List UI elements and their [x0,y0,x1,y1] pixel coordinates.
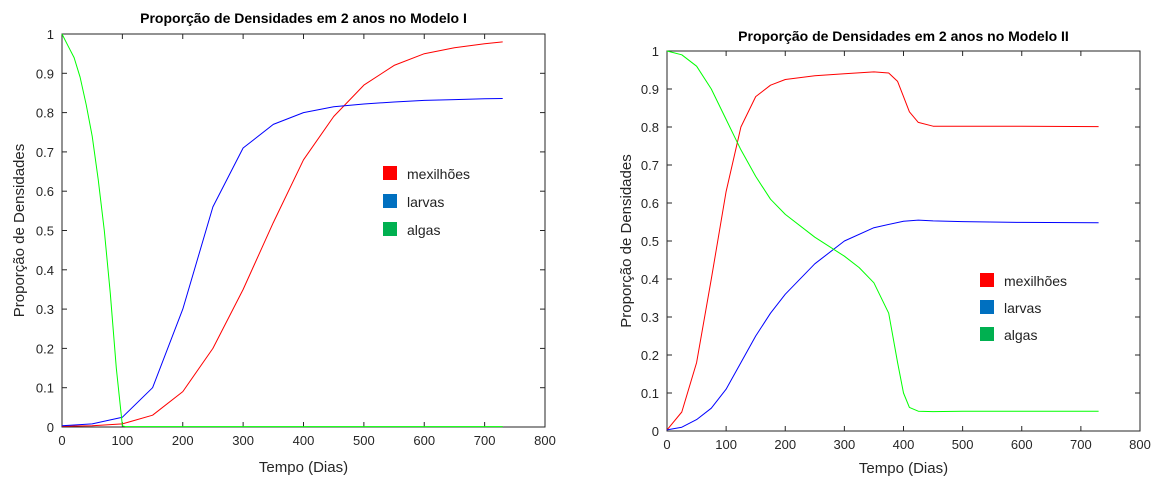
y-tick-label: 0.4 [36,263,54,278]
plot-area [61,33,546,428]
y-tick-label: 0.5 [641,234,659,249]
y-tick-label: 0.1 [36,381,54,396]
x-tick-label: 100 [715,437,737,452]
legend-label: mexilhões [1004,273,1067,289]
legend-swatch [383,222,397,236]
x-tick-label: 700 [1070,437,1092,452]
legend-swatch [980,273,994,287]
y-tick-label: 0.2 [36,341,54,356]
y-tick-label: 0.9 [641,82,659,97]
x-tick-label: 800 [1129,437,1151,452]
y-tick-label: 0.7 [641,158,659,173]
chart-title: Proporção de Densidades em 2 anos no Mod… [140,10,467,26]
x-tick-label: 500 [952,437,974,452]
x-tick-label: 0 [58,433,65,448]
legend-swatch [383,166,397,180]
legend-swatch [383,194,397,208]
y-tick-label: 1 [652,44,659,59]
x-tick-label: 600 [413,433,435,448]
x-tick-label: 200 [774,437,796,452]
y-tick-label: 0.8 [36,106,54,121]
y-tick-label: 0.5 [36,224,54,239]
y-tick-label: 0 [47,420,54,435]
legend-label: algas [1004,327,1037,343]
x-tick-label: 300 [834,437,856,452]
x-tick-label: 0 [663,437,670,452]
plot-area [666,50,1141,432]
y-tick-label: 0.3 [641,310,659,325]
legend: mexilhões larvas algas [383,166,470,238]
y-tick-label: 1 [47,27,54,42]
x-tick-label: 400 [893,437,915,452]
x-axis-label: Tempo (Dias) [859,460,948,477]
chart-panel-1: 0 100 200 300 400 500 600 700 800 0 0.1 0.2 0.3 0.4 0.… [11,10,556,476]
y-tick-label: 0.2 [641,348,659,363]
series-line-algas [666,50,1099,413]
series-line-larvas [61,98,503,427]
y-tick-label: 0.3 [36,302,54,317]
y-tick-label: 0.8 [641,120,659,135]
x-axis-label: Tempo (Dias) [259,459,348,476]
x-tick-label: 300 [232,433,254,448]
chart-title: Proporção de Densidades em 2 anos no Mod… [738,28,1069,44]
legend-label: larvas [407,194,444,210]
x-tick-label: 700 [474,433,496,448]
legend-swatch [980,300,994,314]
series-line-larvas [666,219,1099,431]
y-tick-label: 0.4 [641,272,659,287]
legend-label: algas [407,222,440,238]
chart-panel-2: 0 100 200 300 400 500 600 700 800 0 0.1 0.2 0.3 0.4 0.… [618,28,1151,477]
x-tick-label: 600 [1011,437,1033,452]
legend-label: larvas [1004,300,1041,316]
y-tick-label: 0.7 [36,145,54,160]
x-tick-label: 800 [534,433,556,448]
legend-label: mexilhões [407,166,470,182]
series-line-mexilhoes [61,41,503,427]
y-axis-label: Proporção de Densidades [618,154,635,327]
x-tick-label: 200 [172,433,194,448]
y-tick-label: 0.6 [641,196,659,211]
legend-swatch [980,327,994,341]
y-tick-label: 0 [652,424,659,439]
x-tick-label: 500 [353,433,375,448]
y-tick-label: 0.1 [641,386,659,401]
y-tick-label: 0.6 [36,184,54,199]
legend: mexilhões larvas algas [980,273,1067,343]
x-tick-label: 100 [112,433,134,448]
x-tick-label: 400 [293,433,315,448]
series-line-mexilhoes [666,71,1099,431]
series-line-algas [61,33,503,428]
y-tick-label: 0.9 [36,66,54,81]
y-axis-label: Proporção de Densidades [11,144,28,317]
